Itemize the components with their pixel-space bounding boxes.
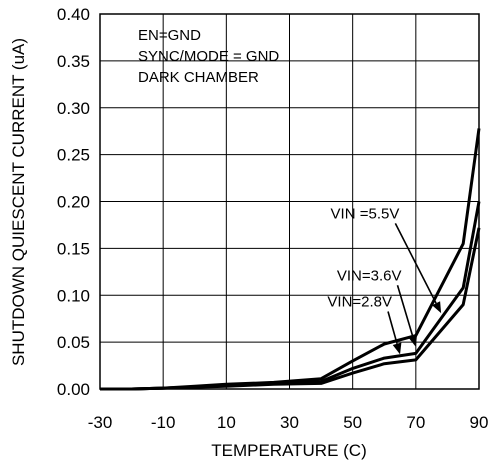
- annotation-line-1: EN=GND: [138, 27, 201, 44]
- series-labels: VIN =5.5V VIN=3.6V VIN=2.8V: [327, 205, 441, 354]
- y-axis-title: SHUTDOWN QUIESCENT CURRENT (uA): [9, 38, 28, 366]
- y-tick-label: 0.25: [57, 146, 90, 165]
- x-axis-title: TEMPERATURE (C): [211, 441, 367, 460]
- x-tick-label: -30: [88, 413, 113, 432]
- arrow-head: [393, 343, 402, 355]
- x-tick-label: 50: [343, 413, 362, 432]
- x-tick-label: 30: [280, 413, 299, 432]
- label-arrow: [388, 312, 397, 344]
- series-label: VIN=3.6V: [337, 267, 402, 284]
- y-tick-label: 0.40: [57, 5, 90, 24]
- x-tick-label: -10: [151, 413, 176, 432]
- y-tick-label: 0.00: [57, 380, 90, 399]
- x-tick-label: 70: [406, 413, 425, 432]
- y-tick-label: 0.15: [57, 239, 90, 258]
- y-tick-label: 0.10: [57, 286, 90, 305]
- x-tick-label: 90: [470, 413, 489, 432]
- series-label: VIN=2.8V: [327, 294, 392, 311]
- x-tick-label: 10: [217, 413, 236, 432]
- series-label: VIN =5.5V: [331, 205, 400, 222]
- y-tick-label: 0.20: [57, 193, 90, 212]
- y-tick-label: 0.35: [57, 52, 90, 71]
- y-tick-label: 0.30: [57, 99, 90, 118]
- annotation-block: EN=GND SYNC/MODE = GND DARK CHAMBER: [138, 27, 279, 86]
- annotation-line-2: SYNC/MODE = GND: [138, 48, 279, 65]
- x-tick-labels: -30 -10 10 30 50 70 90: [88, 413, 489, 432]
- y-tick-labels: 0.00 0.05 0.10 0.15 0.20 0.25 0.30 0.35 0.40: [57, 5, 90, 399]
- y-tick-label: 0.05: [57, 333, 90, 352]
- annotation-line-3: DARK CHAMBER: [138, 69, 259, 86]
- label-arrow: [398, 285, 413, 336]
